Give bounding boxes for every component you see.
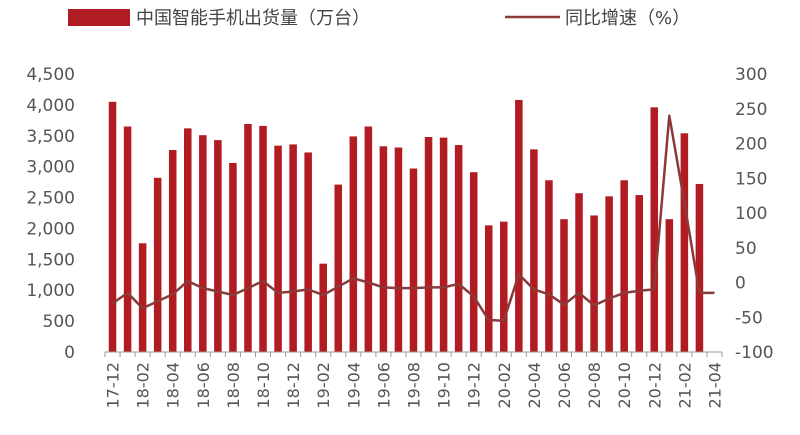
bar <box>244 124 252 352</box>
x-tick-label: 17-12 <box>104 362 123 409</box>
x-tick-label: 21-02 <box>675 362 694 409</box>
x-tick-label: 19-02 <box>314 362 333 409</box>
x-tick-label: 20-04 <box>525 362 544 409</box>
right-tick-label: 150 <box>735 169 767 189</box>
right-tick-label: -100 <box>735 343 774 363</box>
bar <box>469 172 478 352</box>
bar <box>635 195 643 352</box>
bar <box>304 152 312 352</box>
x-tick-label: 18-04 <box>164 362 183 409</box>
bar <box>695 183 704 352</box>
bar <box>168 149 177 352</box>
bar <box>274 145 282 352</box>
bar <box>123 126 132 352</box>
x-tick-label: 20-10 <box>615 362 634 409</box>
left-tick-label: 3,500 <box>26 127 75 147</box>
x-tick-label: 19-12 <box>465 362 484 409</box>
x-tick-label: 18-06 <box>194 362 213 409</box>
left-tick-label: 2,000 <box>26 219 75 239</box>
bar <box>454 145 463 352</box>
bar <box>605 196 613 352</box>
x-tick-label: 19-10 <box>435 362 454 409</box>
bar <box>259 125 267 352</box>
bar <box>515 99 523 353</box>
left-tick-label: 1,500 <box>26 250 75 270</box>
bar <box>184 128 192 352</box>
bar <box>334 184 343 352</box>
left-tick-label: 4,000 <box>26 96 75 116</box>
line-series <box>111 114 715 322</box>
left-tick-label: 2,500 <box>26 189 75 209</box>
x-tick-label: 18-08 <box>224 362 243 409</box>
x-axis: 17-12 18-02 18-04 18-06 18-08 18-10 18-12 19-02… <box>104 351 724 409</box>
right-tick-label: 100 <box>735 204 767 224</box>
x-tick-label: 19-06 <box>374 362 393 409</box>
bar <box>545 180 553 352</box>
bar <box>575 193 583 352</box>
legend-bar-swatch <box>68 9 130 26</box>
bar <box>319 263 327 352</box>
x-tick-label: 18-02 <box>134 362 153 409</box>
x-tick-label: 19-04 <box>344 362 363 409</box>
right-tick-label: 200 <box>735 135 767 155</box>
left-tick-label: 500 <box>43 312 75 332</box>
bar <box>214 140 222 352</box>
x-tick-label: 20-08 <box>585 362 604 409</box>
bar <box>229 162 237 352</box>
bar <box>394 147 403 352</box>
left-axis: 0 500 1,000 1,500 2,000 2,500 3,000 3,500 4,000 4… <box>26 65 75 363</box>
left-tick-label: 3,000 <box>26 158 75 178</box>
left-tick-label: 1,000 <box>26 281 75 301</box>
bar <box>409 168 418 352</box>
right-tick-label: 300 <box>735 65 767 85</box>
bar <box>424 137 433 352</box>
bar <box>289 144 297 352</box>
bar <box>530 149 538 352</box>
bar <box>484 225 493 352</box>
right-tick-label: 250 <box>735 100 767 120</box>
bar <box>560 219 568 352</box>
x-tick-label: 20-12 <box>645 362 664 409</box>
bar <box>620 180 628 352</box>
right-axis: -100 -50 0 50 100 150 200 250 300 <box>735 65 774 363</box>
bar-series <box>108 99 704 353</box>
left-tick-label: 4,500 <box>26 65 75 85</box>
x-tick-label: 18-10 <box>254 362 273 409</box>
bar <box>680 133 689 352</box>
bar <box>364 126 373 352</box>
bar <box>108 101 117 352</box>
bar <box>138 243 147 352</box>
left-tick-label: 0 <box>64 343 75 363</box>
bar <box>650 107 659 352</box>
x-tick-label: 20-02 <box>495 362 514 409</box>
bar <box>500 221 508 352</box>
bar <box>665 219 674 352</box>
right-tick-label: 0 <box>735 274 746 294</box>
right-tick-label: -50 <box>735 308 763 328</box>
right-tick-label: 50 <box>735 239 757 259</box>
x-tick-label: 20-06 <box>555 362 574 409</box>
legend-bar-label: 中国智能手机出货量（万台） <box>136 8 370 29</box>
bar <box>153 177 162 352</box>
growth-line <box>111 114 715 322</box>
bar <box>199 135 207 352</box>
x-tick-label: 19-08 <box>405 362 424 409</box>
legend: 中国智能手机出货量（万台） 同比增速（%） <box>68 8 690 29</box>
bar <box>439 137 448 352</box>
legend-line-label: 同比增速（%） <box>565 8 690 29</box>
x-tick-label: 21-04 <box>705 362 724 409</box>
bar <box>349 136 358 352</box>
bar <box>590 215 598 352</box>
bar <box>379 146 388 352</box>
x-tick-label: 18-12 <box>284 362 303 409</box>
